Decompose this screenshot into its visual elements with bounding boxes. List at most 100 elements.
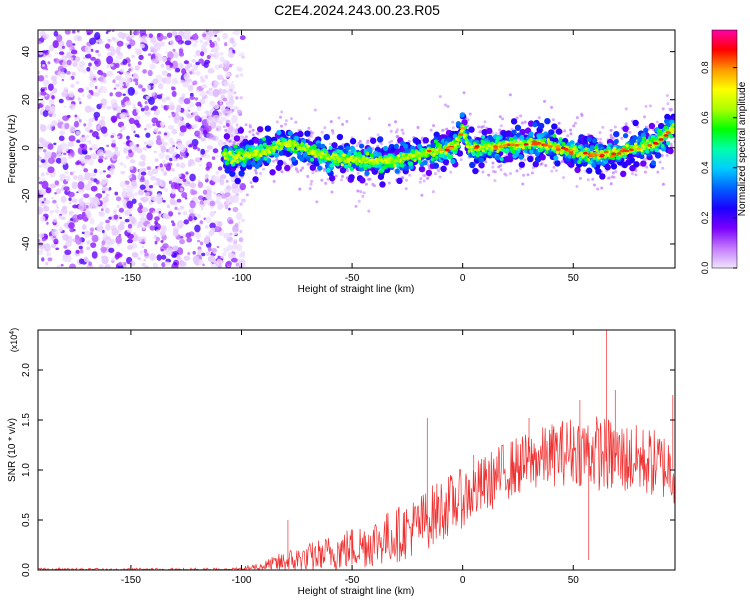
spectrogram-point xyxy=(461,119,468,126)
spectrogram-point xyxy=(38,208,43,215)
spectrogram-point xyxy=(363,166,368,171)
spectrogram-point xyxy=(107,239,113,245)
spectrogram-point xyxy=(374,157,378,161)
spectrogram-point xyxy=(223,133,231,140)
spectrogram-point xyxy=(127,86,135,96)
spectrogram-point xyxy=(172,48,176,52)
spectrogram-point xyxy=(161,262,166,268)
spectrogram-point xyxy=(95,49,100,53)
spectrogram-point xyxy=(575,148,579,152)
spectrogram-point xyxy=(554,169,558,173)
spectrogram-point xyxy=(306,174,310,178)
spectrogram-point xyxy=(77,97,81,102)
spectrogram-point xyxy=(212,148,219,154)
spectrogram-point xyxy=(76,139,81,144)
spectrogram-point xyxy=(474,145,480,148)
spectrogram-point xyxy=(89,81,95,88)
spectrogram-point xyxy=(195,89,200,93)
spectrogram-point xyxy=(189,182,197,189)
spectrogram-point xyxy=(215,170,220,175)
spectrogram-point xyxy=(216,258,223,267)
spectrogram-point xyxy=(153,108,157,112)
spectrogram-point xyxy=(466,118,470,122)
spectrogram-point xyxy=(38,41,42,45)
spectrogram-point xyxy=(236,142,240,146)
spectrogram-point xyxy=(136,147,143,154)
spectrogram-point xyxy=(88,158,95,166)
spectrogram-point xyxy=(69,125,76,133)
spectrogram-point xyxy=(232,32,235,35)
spectrogram-point xyxy=(522,173,526,177)
spectrogram-point xyxy=(149,195,157,201)
spectrogram-point xyxy=(71,181,79,190)
spectrogram-point xyxy=(251,133,255,137)
spectrogram-point xyxy=(403,143,409,149)
spectrogram-point xyxy=(111,228,119,236)
spectrogram-point xyxy=(155,138,163,146)
spectrogram-point xyxy=(416,126,420,130)
spectrogram-point xyxy=(583,151,588,155)
spectrogram-point xyxy=(179,238,185,245)
spectrogram-point xyxy=(620,136,624,140)
spectrogram-point xyxy=(55,247,59,251)
spectrogram-point xyxy=(233,30,241,36)
spectrogram-point xyxy=(47,50,51,54)
spectrogram-point xyxy=(514,124,522,131)
spectrogram-point xyxy=(239,73,244,77)
spectrogram-point xyxy=(62,60,68,68)
spectrogram-point xyxy=(497,142,501,146)
spectrogram-point xyxy=(238,170,245,177)
spectrogram-point xyxy=(127,63,131,67)
spectrogram-point xyxy=(235,156,239,160)
spectrogram-point xyxy=(600,186,604,190)
spectrogram-point xyxy=(91,131,99,138)
spectrogram-point xyxy=(249,181,253,185)
spectrogram-point xyxy=(324,181,328,185)
spectrogram-point xyxy=(376,136,384,143)
spectrogram-point xyxy=(251,128,255,132)
spectrogram-point xyxy=(229,152,233,156)
spectrogram-point xyxy=(119,113,125,119)
spectrogram-point xyxy=(671,130,675,135)
spectrogram-point xyxy=(527,140,531,144)
spectrogram-point xyxy=(40,124,47,132)
spectrogram-point xyxy=(125,78,132,84)
spectrogram-point xyxy=(106,236,111,241)
spectrogram-point xyxy=(156,166,161,171)
spectrogram-point xyxy=(640,160,647,167)
spectrogram-point xyxy=(44,151,52,158)
spectrogram-point xyxy=(166,105,170,109)
spectrogram-point xyxy=(277,139,281,143)
spectrogram-point xyxy=(77,181,85,190)
spectrogram-point xyxy=(293,135,300,141)
spectrogram-point xyxy=(357,199,361,203)
spectrogram-point xyxy=(85,126,91,133)
spectrogram-point xyxy=(81,165,86,170)
spectrogram-point xyxy=(83,256,89,263)
spectrogram-point xyxy=(272,179,276,183)
spectrogram-point xyxy=(201,84,206,89)
spectrogram-point xyxy=(115,83,120,88)
spectrogram-point xyxy=(450,158,456,165)
spectrogram-point xyxy=(163,163,168,168)
spectrogram-point xyxy=(216,127,219,132)
spectrogram-point xyxy=(212,84,217,89)
spectrogram-point xyxy=(98,158,104,164)
spectrogram-point xyxy=(320,178,324,182)
spectrogram-point xyxy=(640,148,644,153)
spectrogram-point xyxy=(555,151,560,155)
spectrogram-point xyxy=(644,157,648,161)
spectrogram-point xyxy=(106,106,112,110)
spectrogram-point xyxy=(555,128,563,135)
spectrogram-point xyxy=(246,163,253,170)
spectrogram-point xyxy=(144,100,148,105)
spectrogram-point xyxy=(205,149,208,153)
spectrogram-point xyxy=(211,247,217,254)
spectrogram-point xyxy=(226,197,233,206)
spectrogram-point xyxy=(185,171,189,175)
spectrogram-point xyxy=(142,146,148,151)
spectrogram-point xyxy=(209,211,215,218)
spectrogram-point xyxy=(523,158,527,162)
spectrogram-point xyxy=(369,137,377,144)
